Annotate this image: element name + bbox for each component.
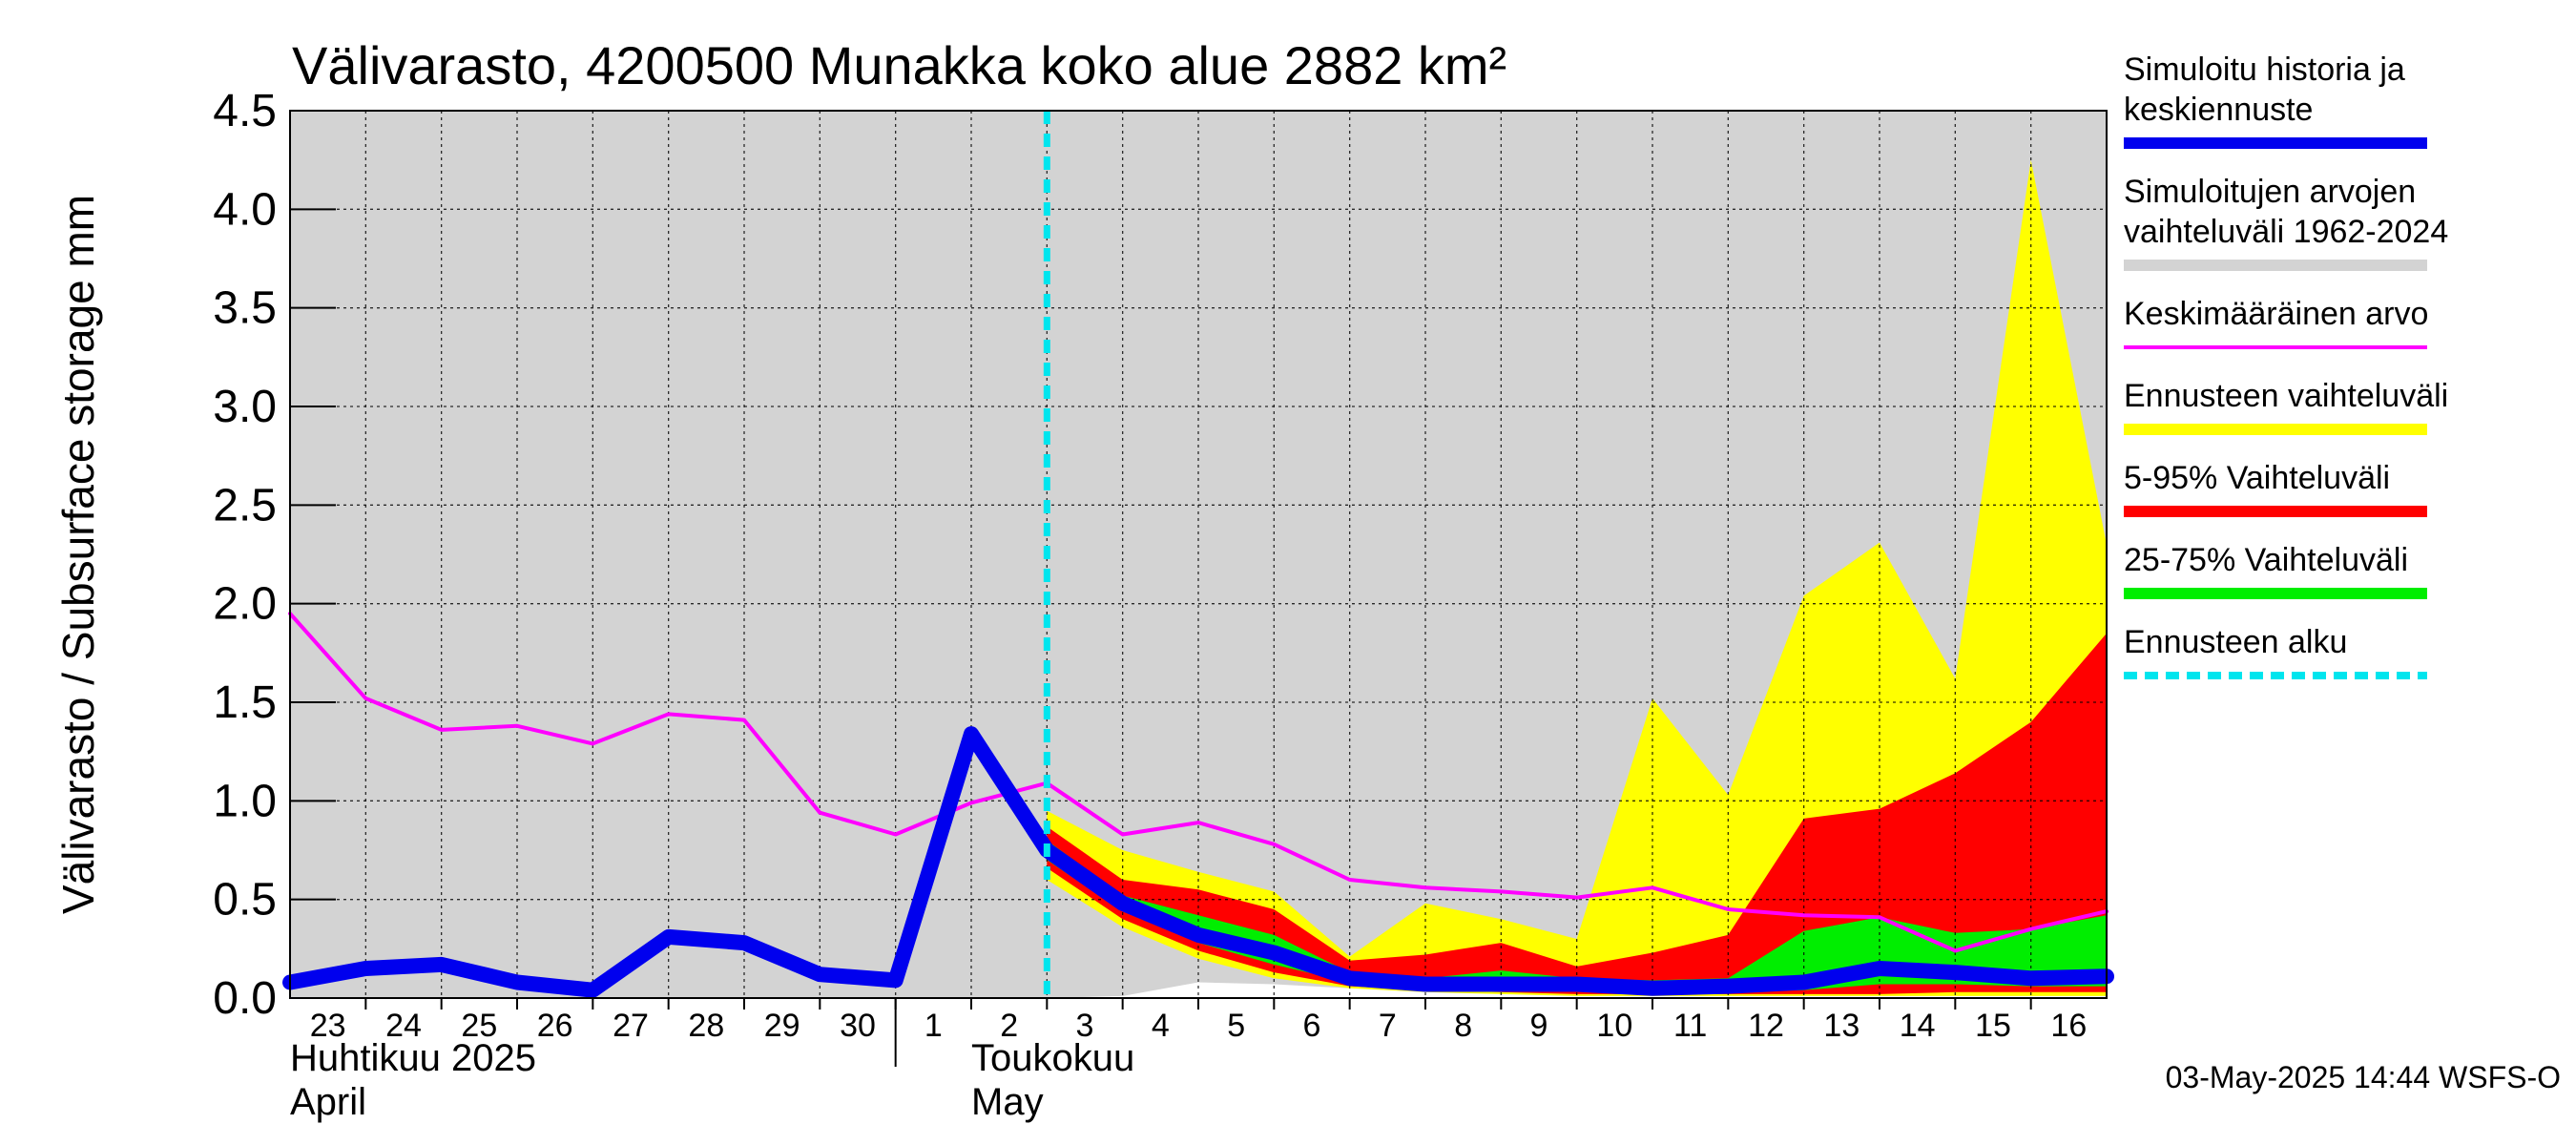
x-tick-label: 26 bbox=[537, 1008, 573, 1044]
month-label-fi: Huhtikuu 2025 bbox=[290, 1037, 536, 1079]
plot-area bbox=[282, 111, 2114, 998]
forecast-range-band bbox=[1047, 159, 2107, 996]
chart-title: Välivarasto, 4200500 Munakka koko alue 2… bbox=[292, 35, 1506, 95]
legend: Simuloitu historia ja keskiennuste Simuloi… bbox=[2124, 52, 2448, 679]
history-forecast-line bbox=[282, 726, 2114, 998]
month-label-en: April bbox=[290, 1081, 366, 1123]
x-tick-label: 2 bbox=[1000, 1008, 1018, 1044]
x-tick-label: 15 bbox=[1975, 1008, 2011, 1044]
y-tick-label: 2.0 bbox=[213, 579, 277, 630]
x-tick-label: 6 bbox=[1303, 1008, 1321, 1044]
x-tick-label: 25 bbox=[461, 1008, 497, 1044]
x-tick-label: 23 bbox=[310, 1008, 346, 1044]
axes: 0.00.51.01.52.02.53.03.54.04.523 24 25 26 27… bbox=[213, 86, 2108, 1123]
legend-label: Keskimääräinen arvo bbox=[2124, 296, 2428, 332]
month-label-en: May bbox=[971, 1081, 1044, 1123]
x-tick-label: 5 bbox=[1227, 1008, 1245, 1044]
y-tick-label: 0.5 bbox=[213, 875, 277, 926]
legend-label: Simuloitu historia ja bbox=[2124, 52, 2405, 88]
x-tick-label: 3 bbox=[1076, 1008, 1094, 1044]
y-tick-label: 4.0 bbox=[213, 184, 277, 235]
legend-label: 25-75% Vaihteluväli bbox=[2124, 542, 2408, 578]
p5-95-band bbox=[1047, 633, 2107, 994]
x-tick-label: 8 bbox=[1454, 1008, 1472, 1044]
x-tick-label: 30 bbox=[840, 1008, 876, 1044]
timestamp-footer: 03-May-2025 14:44 WSFS-O bbox=[2166, 1060, 2561, 1094]
y-tick-label: 3.5 bbox=[213, 283, 277, 334]
mean-value-line bbox=[288, 612, 2109, 953]
y-tick-label: 2.5 bbox=[213, 480, 277, 531]
y-tick-label: 3.0 bbox=[213, 382, 277, 432]
x-tick-label: 10 bbox=[1596, 1008, 1632, 1044]
x-tick-label: 7 bbox=[1379, 1008, 1397, 1044]
y-tick-label: 0.0 bbox=[213, 973, 277, 1024]
y-axis-label: Välivarasto / Subsurface storage mm bbox=[53, 195, 103, 914]
x-tick-label: 28 bbox=[688, 1008, 724, 1044]
x-tick-label: 16 bbox=[2050, 1008, 2087, 1044]
x-tick-label: 12 bbox=[1748, 1008, 1784, 1044]
x-tick-label: 27 bbox=[613, 1008, 649, 1044]
month-label-fi: Toukokuu bbox=[971, 1037, 1134, 1079]
x-tick-label: 24 bbox=[385, 1008, 422, 1044]
y-tick-label: 4.5 bbox=[213, 86, 277, 136]
legend-label: 5-95% Vaihteluväli bbox=[2124, 460, 2390, 496]
x-tick-label: 11 bbox=[1673, 1008, 1707, 1044]
x-tick-label: 13 bbox=[1823, 1008, 1859, 1044]
x-tick-label: 29 bbox=[764, 1008, 800, 1044]
legend-label: Ennusteen vaihteluväli bbox=[2124, 378, 2448, 414]
x-tick-label: 1 bbox=[924, 1008, 943, 1044]
legend-label: Ennusteen alku bbox=[2124, 624, 2347, 660]
legend-label: vaihteluväli 1962-2024 bbox=[2124, 214, 2448, 250]
x-tick-label: 14 bbox=[1900, 1008, 1936, 1044]
p25-75-band bbox=[1047, 840, 2107, 992]
y-tick-label: 1.0 bbox=[213, 776, 277, 826]
legend-label: keskiennuste bbox=[2124, 92, 2313, 128]
y-tick-label: 1.5 bbox=[213, 677, 277, 728]
x-tick-label: 9 bbox=[1530, 1008, 1548, 1044]
x-tick-label: 4 bbox=[1152, 1008, 1170, 1044]
legend-label: Simuloitujen arvojen bbox=[2124, 174, 2416, 210]
